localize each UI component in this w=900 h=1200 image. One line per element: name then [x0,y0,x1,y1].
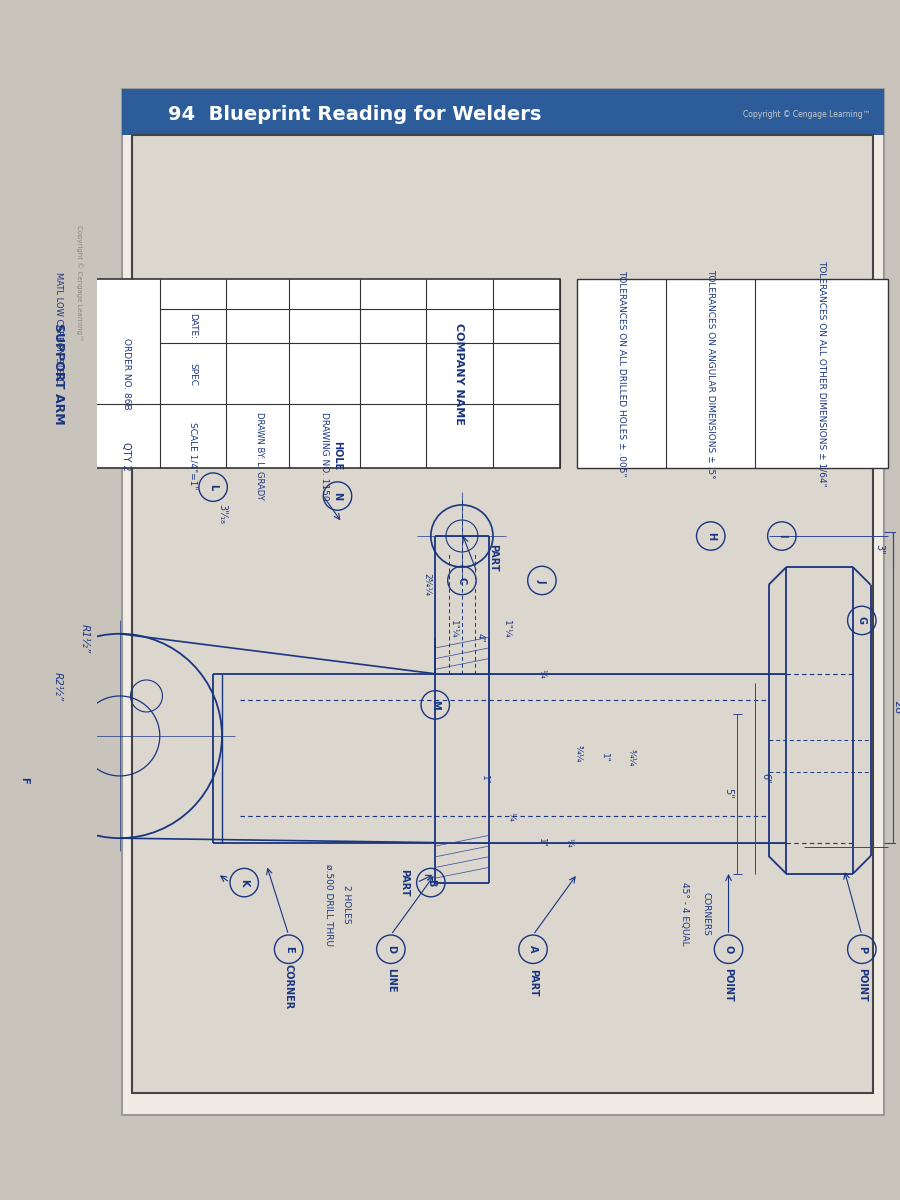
Text: SUPPORT ARM: SUPPORT ARM [52,324,65,425]
Text: COMPANY NAME: COMPANY NAME [454,323,464,425]
Text: POINT: POINT [724,968,733,1002]
Text: 2 HOLES: 2 HOLES [342,886,351,924]
Text: DRAWING NO. 1150: DRAWING NO. 1150 [320,412,328,500]
Text: 1"¼: 1"¼ [448,620,457,638]
Text: MATL LOW CARBON STEEL: MATL LOW CARBON STEEL [54,272,63,383]
Text: DRAWN BY: L. GRADY: DRAWN BY: L. GRADY [255,412,264,500]
Text: 5": 5" [724,788,733,799]
Text: G: G [857,617,867,624]
Text: H: H [706,532,716,540]
Text: ¾¼: ¾¼ [626,750,635,767]
Text: 2¾¼: 2¾¼ [422,574,431,596]
Text: ¼: ¼ [564,839,573,847]
Text: C: C [457,577,467,584]
Text: 3": 3" [875,544,885,554]
Text: SPEC: SPEC [188,362,197,385]
Text: TOLERANCES ON ALL DRILLED HOLES ± .005": TOLERANCES ON ALL DRILLED HOLES ± .005" [617,270,626,476]
Polygon shape [578,280,888,468]
Text: PART: PART [488,545,498,572]
Text: LINE: LINE [386,968,396,992]
Text: Copyright © Cengage Learning™: Copyright © Cengage Learning™ [76,224,83,341]
Text: 1"¼: 1"¼ [502,620,511,638]
Text: M: M [430,700,440,709]
Text: 3"⁄₁₈: 3"⁄₁₈ [217,504,227,524]
Text: E: E [284,946,293,953]
Text: 4": 4" [475,634,484,643]
Bar [132,136,873,1093]
Text: R1½”: R1½” [79,624,89,653]
Text: CORNERS: CORNERS [702,892,711,936]
Text: N: N [332,492,343,500]
Text: O: O [724,946,733,953]
Polygon shape [23,280,560,468]
Text: TOLERANCES ON ALL OTHER DIMENSIONS ± 1/64": TOLERANCES ON ALL OTHER DIMENSIONS ± 1/6… [817,260,826,487]
Text: HOLE: HOLE [332,442,343,470]
Text: L: L [208,484,218,491]
Text: J: J [537,578,547,582]
Text: B: B [426,878,436,887]
Text: I: I [777,534,787,538]
Text: DATE:: DATE: [188,313,197,340]
Text: 6": 6" [760,773,770,784]
Text: QTY 2: QTY 2 [121,442,131,470]
Text: ¾¼: ¾¼ [573,745,582,762]
Text: D: D [386,946,396,953]
Text: SCALE 1/4"=1": SCALE 1/4"=1" [188,422,197,490]
Text: F: F [19,778,29,784]
Text: POINT: POINT [857,968,867,1002]
Text: ORDER NO. 86B: ORDER NO. 86B [122,338,130,410]
Text: A: A [528,946,538,953]
Text: 1": 1" [480,775,489,785]
Text: R2½”: R2½” [52,672,63,702]
Text: P: P [857,946,867,953]
Text: 1": 1" [537,838,546,847]
Text: K: K [239,878,249,887]
Bar [122,89,884,136]
Text: 1": 1" [599,754,608,763]
Text: TOLERANCES ON ANGULAR DIMENSIONS ± .5°: TOLERANCES ON ANGULAR DIMENSIONS ± .5° [706,269,716,479]
Text: PART: PART [528,970,538,997]
Text: CORNER: CORNER [284,964,293,1009]
Text: 94  Blueprint Reading for Welders: 94 Blueprint Reading for Welders [167,106,541,125]
Text: PART: PART [400,869,410,896]
Text: ¼: ¼ [537,670,546,678]
Text: 45° - 4 EQUAL: 45° - 4 EQUAL [680,882,688,946]
Text: ø.500 DRILL THRU: ø.500 DRILL THRU [324,864,333,946]
Text: Copyright © Cengage Learning™: Copyright © Cengage Learning™ [742,110,869,119]
Text: ¼: ¼ [507,811,516,821]
Text: 28": 28" [893,700,900,719]
